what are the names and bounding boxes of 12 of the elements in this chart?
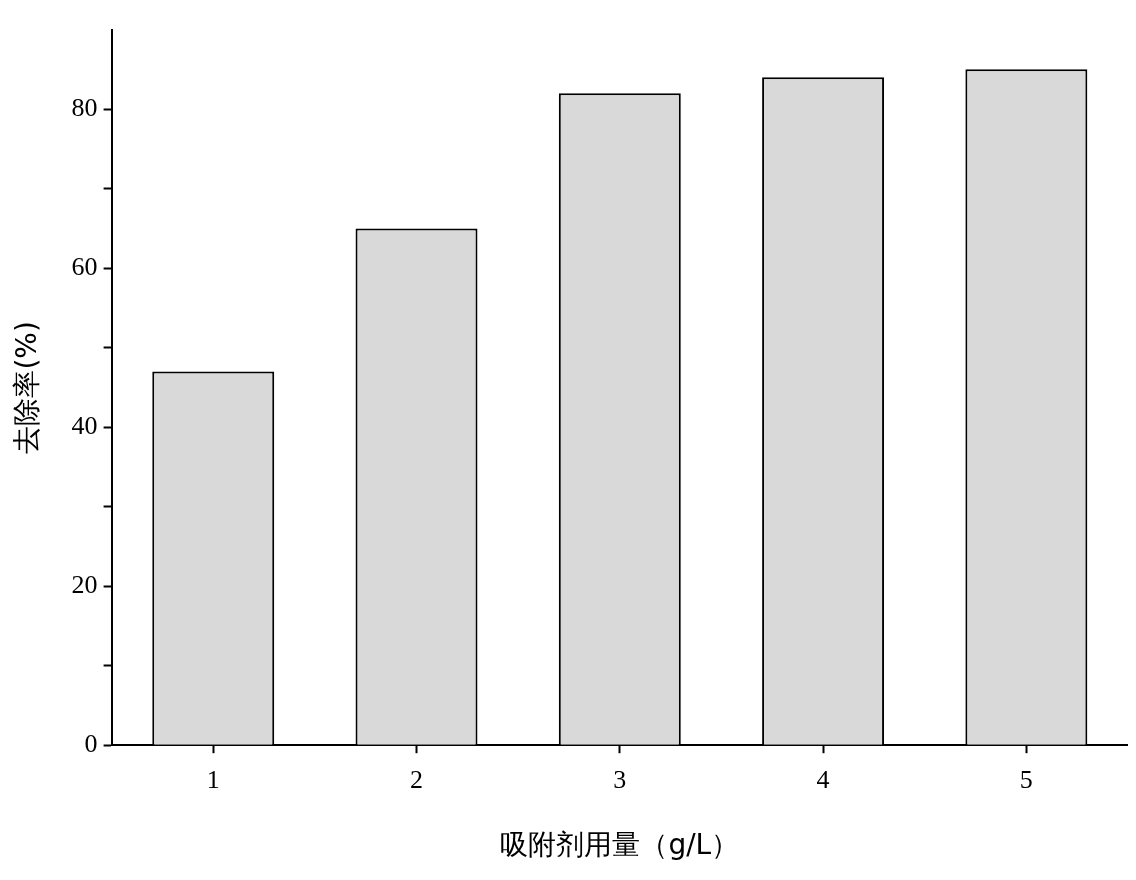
y-tick-label: 60 bbox=[71, 251, 98, 281]
x-axis-title: 吸附剂用量（g/L） bbox=[500, 828, 740, 862]
y-tick-label: 0 bbox=[84, 729, 98, 759]
x-tick-label: 3 bbox=[613, 764, 627, 794]
y-tick-label: 40 bbox=[71, 410, 98, 440]
x-tick-label: 2 bbox=[410, 764, 424, 794]
x-tick-label: 4 bbox=[816, 764, 830, 794]
x-tick-label: 5 bbox=[1019, 764, 1033, 794]
y-axis-title: 去除率(%) bbox=[10, 321, 44, 454]
x-tick-label: 1 bbox=[206, 764, 220, 794]
y-tick-label: 80 bbox=[71, 92, 98, 122]
y-tick-label: 20 bbox=[71, 570, 98, 600]
